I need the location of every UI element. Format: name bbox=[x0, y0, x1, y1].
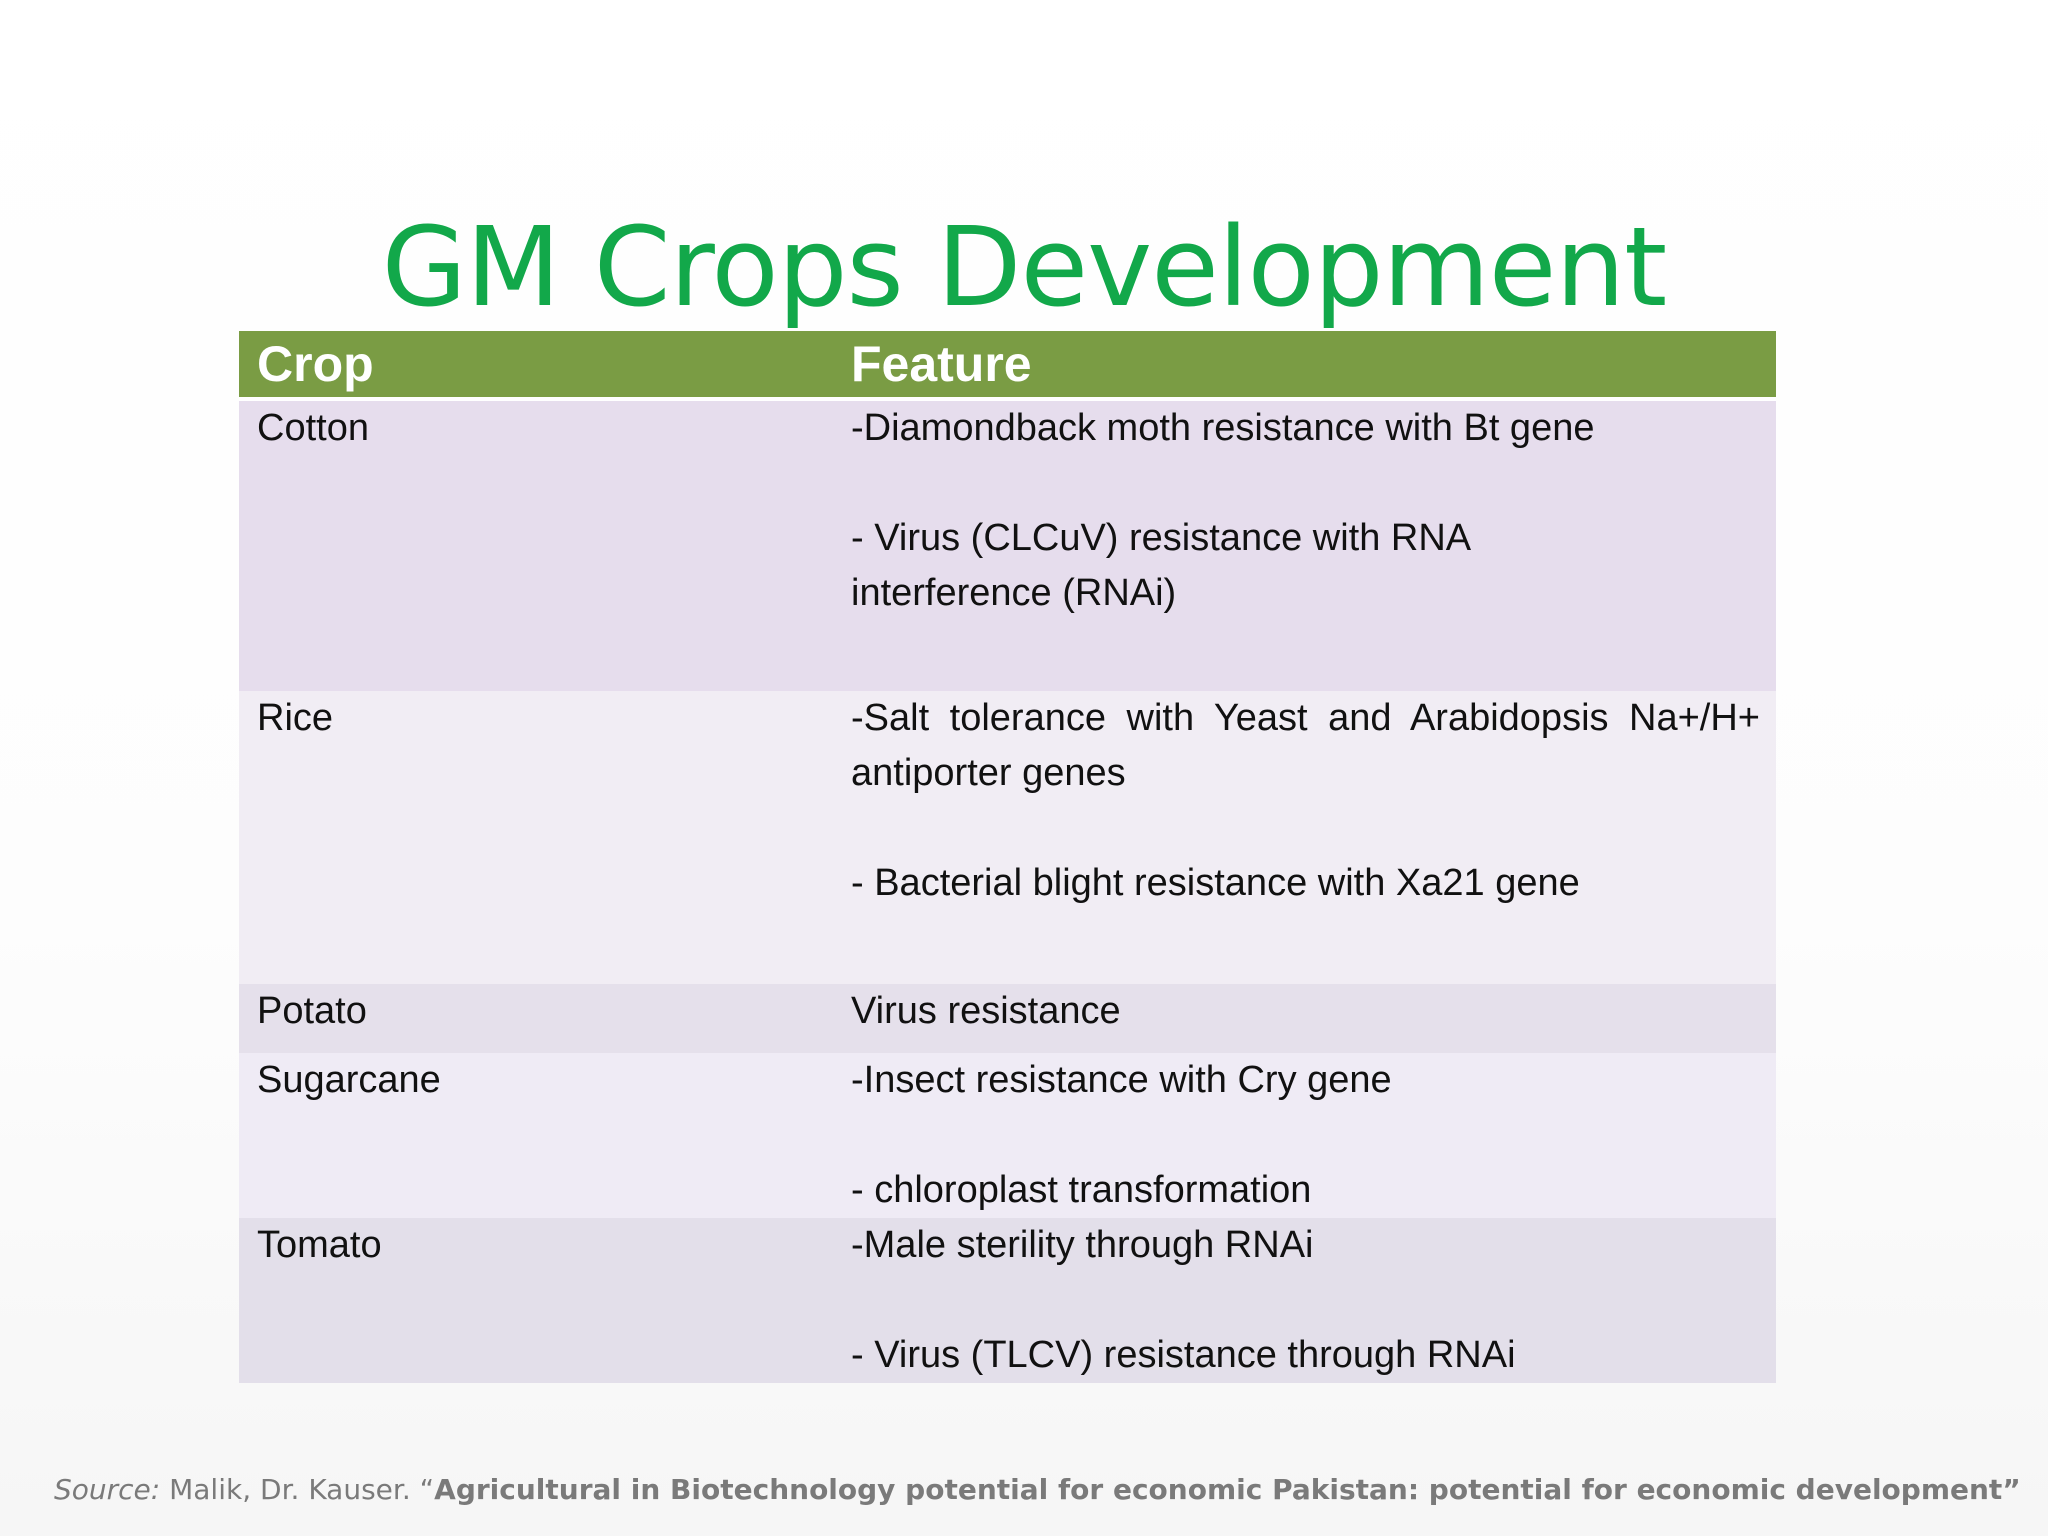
gm-crops-table: Crop Feature Cotton -Diamondback moth re… bbox=[239, 331, 1776, 1383]
line-gap bbox=[851, 456, 1760, 511]
feature-line: - chloroplast transformation bbox=[851, 1169, 1312, 1211]
table-row: Cotton -Diamondback moth resistance with… bbox=[239, 399, 1776, 691]
line-gap bbox=[851, 1108, 1760, 1163]
source-label: Source: bbox=[54, 1473, 161, 1506]
line-gap bbox=[851, 1273, 1760, 1328]
feature-line: - Virus (CLCuV) resistance with RNA bbox=[851, 517, 1472, 559]
crop-cell: Tomato bbox=[239, 1218, 833, 1383]
feature-line: - Bacterial blight resistance with Xa21 … bbox=[851, 862, 1580, 904]
feature-cell: -Insect resistance with Cry gene - chlor… bbox=[833, 1053, 1776, 1218]
crop-cell: Sugarcane bbox=[239, 1053, 833, 1218]
feature-line: -Diamondback moth resistance with Bt gen… bbox=[851, 407, 1595, 449]
crop-cell: Potato bbox=[239, 984, 833, 1053]
feature-cell: -Diamondback moth resistance with Bt gen… bbox=[833, 399, 1776, 691]
feature-line: -Insect resistance with Cry gene bbox=[851, 1059, 1392, 1101]
source-author: Malik, Dr. Kauser. “ bbox=[160, 1473, 435, 1506]
feature-cell: -Male sterility through RNAi - Virus (TL… bbox=[833, 1218, 1776, 1383]
crop-cell: Rice bbox=[239, 691, 833, 984]
table-row: Tomato -Male sterility through RNAi - Vi… bbox=[239, 1218, 1776, 1383]
feature-cell: -Salt tolerance with Yeast and Arabidops… bbox=[833, 691, 1776, 984]
source-citation: Source: Malik, Dr. Kauser. “Agricultural… bbox=[54, 1470, 2021, 1510]
crop-cell: Cotton bbox=[239, 399, 833, 691]
line-gap bbox=[851, 801, 1760, 856]
table-header-row: Crop Feature bbox=[239, 331, 1776, 401]
feature-line: -Male sterility through RNAi bbox=[851, 1224, 1314, 1266]
table-row: Potato Virus resistance bbox=[239, 984, 1776, 1053]
column-header-crop: Crop bbox=[239, 331, 833, 401]
feature-line: -Salt tolerance with Yeast and Arabidops… bbox=[851, 697, 1760, 739]
table-row: Sugarcane -Insect resistance with Cry ge… bbox=[239, 1053, 1776, 1218]
slide-title: GM Crops Development bbox=[381, 202, 1668, 331]
feature-cell: Virus resistance bbox=[833, 984, 1776, 1053]
column-header-feature: Feature bbox=[833, 331, 1776, 401]
feature-line: - Virus (TLCV) resistance through RNAi bbox=[851, 1334, 1516, 1376]
source-title: Agricultural in Biotechnology potential … bbox=[434, 1473, 2021, 1506]
feature-line: Virus resistance bbox=[851, 990, 1121, 1032]
feature-line: interference (RNAi) bbox=[851, 572, 1177, 614]
table-row: Rice -Salt tolerance with Yeast and Arab… bbox=[239, 691, 1776, 984]
feature-line: antiporter genes bbox=[851, 752, 1126, 794]
